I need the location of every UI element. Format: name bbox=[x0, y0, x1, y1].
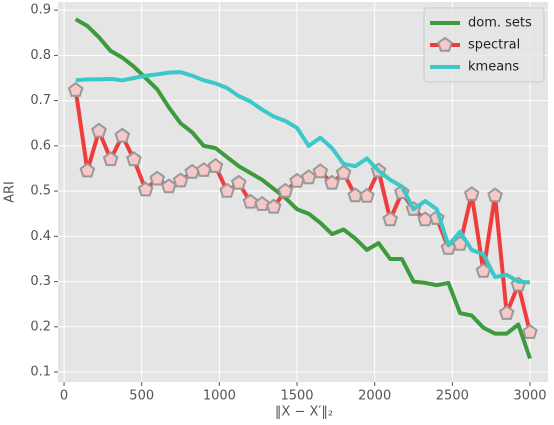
marker bbox=[161, 178, 177, 194]
x-tick-label: 2500 bbox=[436, 389, 469, 404]
marker bbox=[114, 127, 131, 143]
marker bbox=[242, 193, 259, 209]
marker bbox=[359, 187, 375, 203]
marker bbox=[382, 211, 399, 227]
marker bbox=[79, 162, 96, 178]
marker bbox=[487, 187, 503, 203]
marker bbox=[312, 163, 329, 179]
series-line bbox=[75, 70, 531, 285]
y-tick-label: 0.2 bbox=[30, 319, 51, 334]
marker bbox=[102, 151, 119, 167]
marker bbox=[137, 181, 154, 197]
x-tick-label: 500 bbox=[129, 389, 154, 404]
y-tick-label: 0.9 bbox=[30, 3, 51, 18]
marker bbox=[335, 164, 352, 180]
series-line bbox=[74, 17, 532, 360]
y-tick-label: 0.8 bbox=[30, 48, 51, 63]
y-tick-label: 0.7 bbox=[30, 93, 51, 108]
marker bbox=[265, 198, 282, 214]
x-tick-label: 3000 bbox=[513, 389, 546, 404]
x-axis-label: ‖X − X′‖₂ bbox=[275, 405, 333, 420]
marker bbox=[149, 170, 166, 186]
marker bbox=[219, 182, 235, 198]
legend-label: dom. sets bbox=[468, 16, 532, 31]
x-tick-label: 0 bbox=[60, 389, 68, 404]
x-tick-label: 1000 bbox=[203, 389, 236, 404]
marker bbox=[91, 122, 107, 138]
marker bbox=[67, 81, 84, 97]
legend-marker bbox=[437, 36, 453, 52]
marker bbox=[254, 195, 270, 211]
marker bbox=[300, 169, 317, 185]
legend-label: spectral bbox=[468, 38, 520, 53]
x-tick-label: 2000 bbox=[358, 389, 391, 404]
marker bbox=[230, 174, 247, 190]
legend-label: kmeans bbox=[468, 60, 519, 75]
marker bbox=[463, 186, 480, 201]
y-tick-label: 0.6 bbox=[30, 138, 51, 153]
marker bbox=[498, 304, 515, 320]
marker bbox=[207, 157, 224, 173]
y-tick-label: 0.5 bbox=[30, 184, 51, 199]
legend: dom. sets spectral kmeans bbox=[423, 7, 545, 83]
marker bbox=[277, 182, 294, 198]
marker bbox=[522, 323, 538, 339]
x-tick-label: 1500 bbox=[280, 389, 313, 404]
y-axis-label: ARI bbox=[3, 181, 18, 203]
y-tick-label: 0.4 bbox=[30, 229, 51, 244]
y-tick-label: 0.1 bbox=[30, 365, 51, 380]
y-tick-label: 0.3 bbox=[30, 274, 51, 289]
marker bbox=[324, 174, 340, 190]
legend-box bbox=[423, 7, 545, 83]
marker bbox=[172, 172, 189, 188]
marker bbox=[126, 151, 142, 167]
